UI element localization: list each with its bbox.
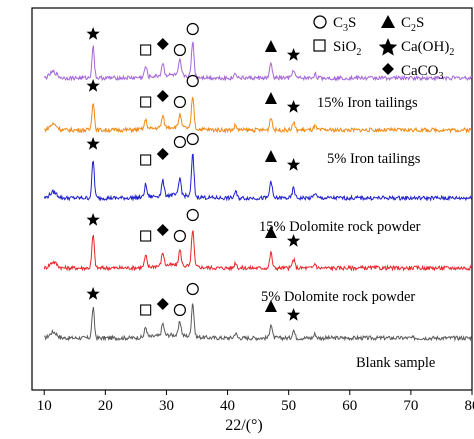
caoh2-marker-5 [86,27,100,40]
legend-caoh2: Ca(OH)2 [401,39,454,58]
c2s-marker-5 [264,40,277,52]
legend-c3s: C3S [333,15,356,34]
caco3-legend-icon [382,63,394,75]
series-label-blank: Blank sample [356,355,435,371]
c3s-marker-5 [186,22,199,36]
caco3-marker-5 [156,38,169,50]
c3s-marker-3 [173,135,186,149]
x-tick-label-80: 80 [465,398,474,414]
sio2-legend-icon [313,39,326,52]
legend: C3S C2S SiO2 Ca(OH)2 CaCO3 [313,15,454,82]
series-line-2 [43,230,472,272]
caoh2-marker-2 [286,234,301,247]
series-traces [43,41,473,342]
c3s-legend-icon [313,15,327,29]
caoh2-marker-4 [286,100,301,113]
caco3-marker-2 [156,224,169,236]
c3s-marker-4 [186,74,199,88]
caoh2-marker-3 [86,137,100,150]
c2s-legend-icon [381,15,395,28]
series-line-5 [43,41,473,82]
caoh2-marker-3 [286,158,301,171]
series-label-5-dolomite: 5% Dolomite rock powder [261,289,415,305]
c2s-marker-2 [264,226,277,238]
caco3-marker-3 [156,148,169,160]
caoh2-marker-5 [286,48,301,61]
phase-markers [86,22,301,321]
series-line-4 [44,96,472,134]
x-tick-label-40: 40 [220,398,235,414]
caco3-marker-1 [156,298,169,310]
x-tick-label-60: 60 [342,398,357,414]
sio2-marker-4 [140,96,152,108]
x-tick-label-70: 70 [403,398,418,414]
x-axis-ticks: 10 20 30 40 50 60 70 80 [37,390,474,414]
c2s-marker-4 [264,92,277,104]
c3s-marker-1 [186,282,199,296]
sio2-marker-3 [140,154,152,166]
sio2-marker-2 [140,230,152,242]
legend-sio2: SiO2 [333,39,361,58]
legend-caco3: CaCO3 [401,63,444,82]
c2s-marker-3 [264,150,277,162]
x-tick-label-10: 10 [37,398,52,414]
c3s-marker-5 [173,43,186,57]
c3s-marker-4 [173,95,186,109]
sio2-marker-1 [140,304,152,316]
c3s-marker-2 [186,208,199,222]
x-tick-label-30: 30 [159,398,174,414]
c3s-marker-3 [186,132,199,146]
sio2-marker-5 [140,44,152,56]
c3s-marker-1 [173,303,186,317]
x-axis-label: 22/(°) [225,417,263,434]
c3s-marker-2 [173,229,186,243]
legend-c2s: C2S [401,15,424,34]
x-tick-label-20: 20 [98,398,113,414]
series-line-1 [44,302,473,342]
caoh2-marker-1 [86,287,100,300]
series-label-15-dolomite: 15% Dolomite rock powder [259,219,421,235]
caoh2-legend-icon [378,38,398,56]
caoh2-marker-1 [286,308,301,321]
c2s-marker-1 [264,300,277,312]
caco3-marker-4 [156,90,169,102]
x-tick-label-50: 50 [281,398,296,414]
caoh2-marker-2 [86,213,100,226]
series-label-15-iron: 15% Iron tailings [317,95,418,111]
series-label-5-iron: 5% Iron tailings [327,151,421,167]
caoh2-marker-4 [86,79,100,92]
series-line-3 [43,153,473,202]
